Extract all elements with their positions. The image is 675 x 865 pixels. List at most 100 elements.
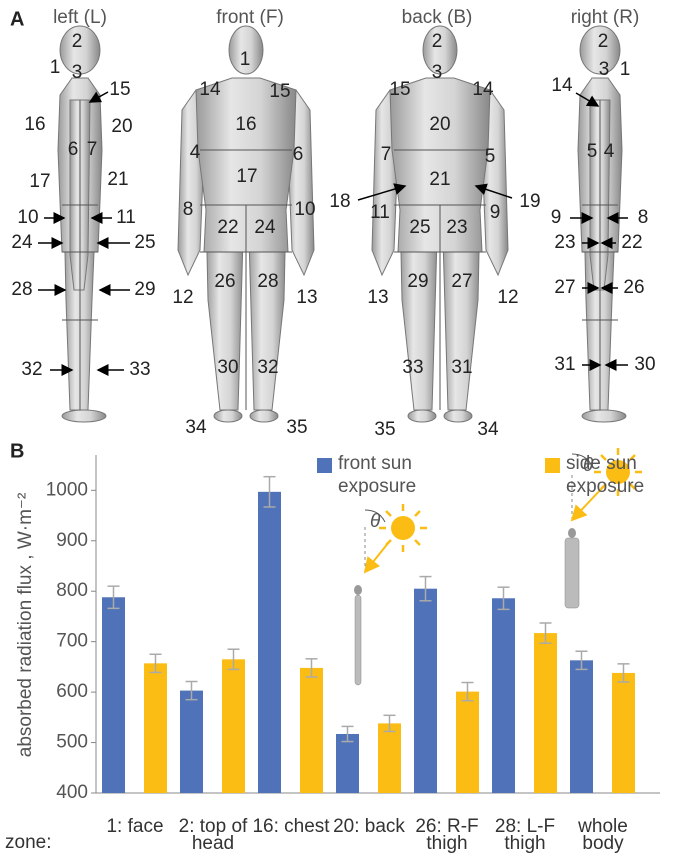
zone-label: 34 [185, 417, 207, 438]
legend-label: side sun exposure [566, 452, 675, 498]
bar [180, 691, 203, 793]
zone-label: 31 [554, 354, 575, 375]
zone-label: 30 [634, 354, 655, 375]
zone-label: 12 [497, 287, 518, 308]
view-title: front (F) [216, 7, 284, 28]
sun-ray [386, 511, 391, 516]
y-tick-label: 900 [56, 530, 88, 551]
panel-label: B [10, 440, 24, 462]
y-tick-label: 700 [56, 631, 88, 652]
zone-label: 4 [190, 142, 201, 163]
zone-label: 11 [370, 202, 390, 223]
x-tick-label: 26: R-F thigh [402, 818, 492, 852]
figure-body [565, 538, 579, 608]
zone-label: 2 [72, 31, 83, 52]
bar [456, 692, 479, 793]
zone-label: 17 [236, 166, 257, 187]
figure: A B absorbed radiation flux , W·m⁻² zone… [0, 0, 675, 865]
view-title: left (L) [53, 7, 107, 28]
zone-label: 3 [432, 62, 443, 83]
zone-label: 24 [11, 232, 33, 253]
zone-label: 12 [172, 287, 193, 308]
zone-label: 32 [21, 359, 42, 380]
bar [612, 673, 635, 793]
bar [336, 734, 359, 793]
zone-label: 15 [389, 79, 410, 100]
zone-label: 2 [598, 31, 609, 52]
view-title: right (R) [571, 7, 640, 28]
zone-label: 7 [87, 139, 98, 160]
foot [408, 410, 436, 422]
figure-head [354, 585, 362, 595]
y-axis-label: absorbed radiation flux , W·m⁻² [15, 493, 36, 758]
zone-label: 6 [68, 139, 79, 160]
zone-label: 28 [11, 279, 32, 300]
zone-label: 29 [407, 271, 428, 292]
zone-label: 23 [554, 232, 575, 253]
zone-label: 25 [134, 232, 155, 253]
zone-label: 3 [72, 62, 83, 83]
y-tick-label: 1000 [46, 479, 88, 500]
zone-label: 23 [446, 217, 467, 238]
zone-label: 18 [329, 191, 350, 212]
foot [582, 410, 626, 422]
zone-label: 9 [551, 207, 562, 228]
zone-label: 30 [217, 357, 238, 378]
zone-label: 24 [254, 217, 276, 238]
zone-label: 3 [599, 59, 610, 80]
zone-label: 27 [451, 271, 472, 292]
zone-label: 16 [235, 114, 256, 135]
zone-label: 14 [551, 75, 573, 96]
zone-label: 1 [50, 57, 61, 78]
x-tick-label: 1: face [90, 818, 180, 835]
zone-label: 14 [199, 79, 221, 100]
zone-label: 14 [472, 79, 494, 100]
y-tick-label: 500 [56, 732, 88, 753]
zone-label: 1 [240, 49, 251, 70]
sun [391, 516, 415, 540]
zone-label: 7 [381, 144, 392, 165]
foot [62, 410, 106, 422]
zone-label: 21 [429, 169, 450, 190]
bar [492, 598, 515, 793]
legend-swatch [545, 458, 560, 473]
zone-label: 22 [621, 232, 642, 253]
zone-label: 2 [432, 31, 443, 52]
bar [144, 663, 167, 793]
zone-label: 35 [286, 417, 307, 438]
zone-label: 15 [269, 81, 290, 102]
zone-label: 11 [116, 207, 136, 228]
zone-label: 13 [367, 287, 388, 308]
zone-label: 25 [409, 217, 430, 238]
zone-label: 20 [429, 114, 450, 135]
bar [378, 723, 401, 793]
x-tick-label: 2: top of head [168, 818, 258, 852]
zone-label: 33 [402, 357, 423, 378]
zone-label: 9 [490, 202, 501, 223]
y-tick-label: 400 [56, 782, 88, 803]
x-tick-label: 16: chest [246, 818, 336, 835]
zone-label: 31 [451, 357, 472, 378]
x-tick-label: 28: L-F thigh [480, 818, 570, 852]
zone-label: 35 [374, 419, 395, 440]
zone-label: 26 [214, 271, 235, 292]
zone-label: 10 [17, 207, 38, 228]
sun-arrow [365, 542, 389, 572]
zone-label: 16 [24, 114, 45, 135]
zone-label: 15 [109, 79, 130, 100]
zone-label: 33 [129, 359, 150, 380]
bar [300, 668, 323, 793]
bar [414, 589, 437, 793]
zone-label: 1 [620, 59, 631, 80]
zone-label: 34 [477, 419, 499, 440]
zone-label: 19 [519, 191, 540, 212]
legend-swatch [317, 458, 332, 473]
foot [444, 410, 472, 422]
canvas: A B absorbed radiation flux , W·m⁻² zone… [0, 0, 675, 865]
zone-label: 28 [257, 271, 278, 292]
zone-label: 27 [554, 277, 575, 298]
panel-label: A [10, 8, 24, 30]
zone-label: 13 [296, 287, 317, 308]
bar [222, 659, 245, 793]
zone-label: 6 [293, 144, 304, 165]
